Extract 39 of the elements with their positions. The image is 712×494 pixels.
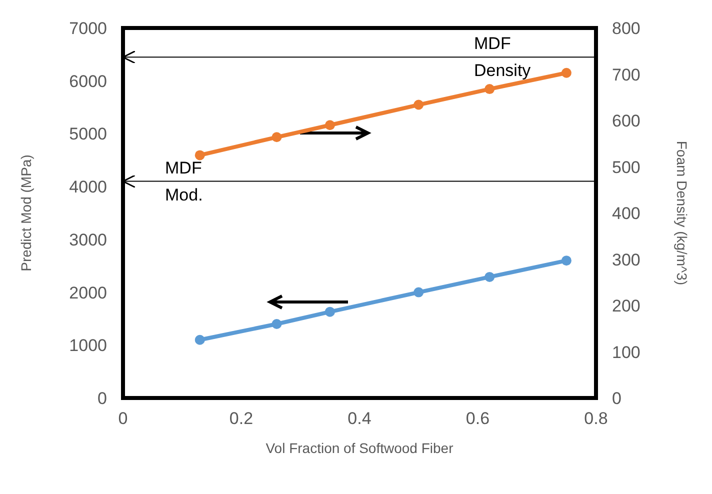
point bbox=[484, 84, 495, 94]
y2-tick-label: 100 bbox=[612, 342, 640, 362]
point bbox=[272, 319, 282, 329]
x-tick-label: 0.2 bbox=[229, 409, 254, 428]
x-tick-label: 0.6 bbox=[466, 409, 490, 428]
y2-tick-label: 200 bbox=[612, 296, 640, 316]
ref-line-label: MDF Density bbox=[474, 34, 532, 80]
point bbox=[561, 256, 572, 266]
y-tick-label: 3000 bbox=[69, 230, 107, 250]
x-axis-title: Vol Fraction of Softwood Fiber bbox=[266, 440, 454, 456]
ref-line-label: MDF Mod. bbox=[165, 158, 203, 204]
y-tick-label: 4000 bbox=[69, 178, 107, 197]
y2-tick-label: 600 bbox=[612, 112, 640, 131]
point bbox=[484, 272, 495, 282]
point bbox=[194, 150, 205, 160]
y2-tick-label: 500 bbox=[612, 158, 640, 177]
x-tick-label: 0 bbox=[118, 409, 128, 428]
y2-tick-label: 800 bbox=[612, 19, 640, 38]
y-tick-label: 7000 bbox=[69, 19, 107, 38]
point bbox=[414, 100, 424, 110]
y2-tick-label: 0 bbox=[612, 389, 622, 408]
y2-axis-title: Foam Density (kg/m^3) bbox=[674, 140, 690, 286]
point bbox=[272, 132, 282, 142]
point bbox=[324, 120, 335, 130]
y2-tick-label: 700 bbox=[612, 65, 640, 84]
y-tick-label: 5000 bbox=[69, 124, 107, 144]
y-tick-label: 6000 bbox=[69, 72, 107, 91]
y-tick-label: 0 bbox=[98, 389, 107, 408]
y-axis-title: Predict Mod (MPa) bbox=[18, 154, 34, 272]
y2-tick-label: 400 bbox=[612, 204, 640, 224]
point bbox=[324, 306, 335, 317]
point bbox=[561, 68, 572, 78]
y-tick-label: 1000 bbox=[69, 336, 107, 356]
y-tick-label: 2000 bbox=[69, 283, 107, 302]
point bbox=[194, 334, 205, 345]
x-tick-label: 0.4 bbox=[348, 409, 372, 428]
point bbox=[414, 287, 424, 298]
y2-tick-label: 300 bbox=[612, 250, 640, 270]
x-tick-label: 0.8 bbox=[584, 409, 608, 428]
